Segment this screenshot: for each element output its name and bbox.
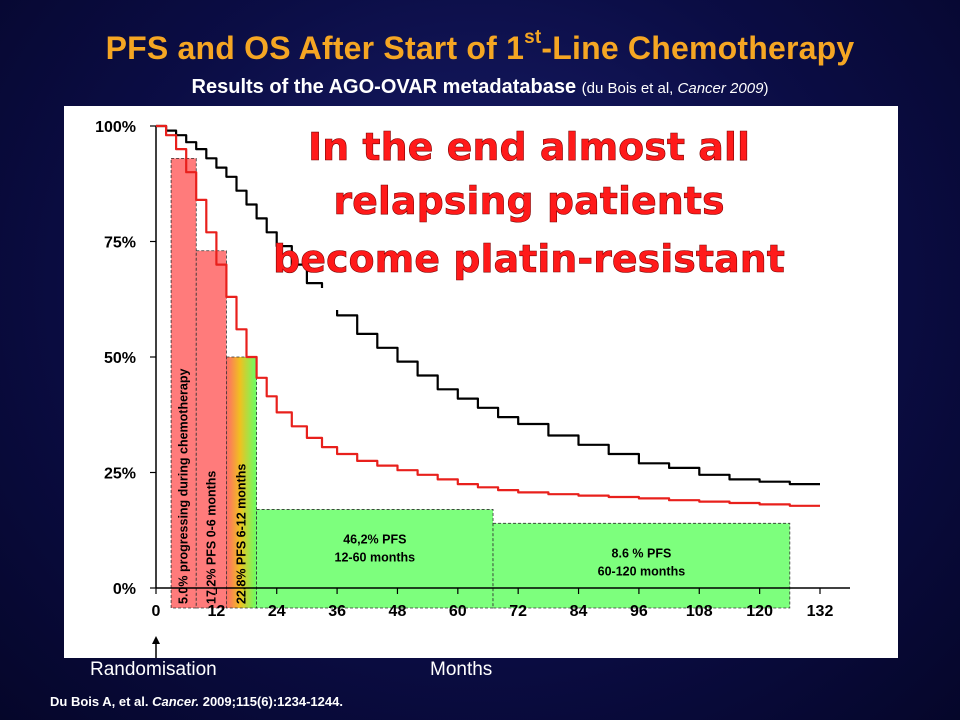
randomisation-arrow-head <box>152 636 160 644</box>
citation: Du Bois A, et al. Cancer. 2009;115(6):12… <box>50 694 343 709</box>
chart-panel: 5.0% progressing during chemotherapy 17.2… <box>64 106 898 658</box>
subtitle-text: Results of the AGO-OVAR metadatabase <box>191 76 577 98</box>
randomisation-label: Randomisation <box>90 659 217 680</box>
annotation-backdrop <box>299 288 367 310</box>
x-tick-label-1: 12 <box>207 603 225 620</box>
axes-layer: 0% 25% 50% 75% 100% 0 12 24 36 48 60 72 84 96 108 120 13… <box>95 119 850 620</box>
x-tick-label-2: 24 <box>268 603 286 620</box>
x-tick-label-4: 48 <box>389 603 407 620</box>
y-tick-label-1: 25% <box>104 466 136 483</box>
survival-chart: 5.0% progressing during chemotherapy 17.2… <box>95 119 850 658</box>
pfs-bar-1 <box>195 250 227 609</box>
x-tick-label-6: 72 <box>509 603 527 620</box>
pfs-bar-0 <box>170 157 197 609</box>
pfs-bar-label-0: 5.0% progressing during chemotherapy <box>177 368 191 604</box>
x-axis-label: Months <box>430 659 493 680</box>
survival-curve-0 <box>156 124 820 486</box>
title-superscript: st <box>524 27 542 49</box>
pfs-bar-label-1: 17.2% PFS 0-6 months <box>204 471 218 604</box>
x-tick-label-11: 132 <box>807 603 834 620</box>
y-tick-label-3: 75% <box>104 235 136 252</box>
pfs-bar-label-3-1: 12-60 months <box>335 550 416 564</box>
lines-layer <box>156 124 820 507</box>
bars-layer: 5.0% progressing during chemotherapy 17.2… <box>170 157 791 609</box>
subtitle-ref-pre: (du Bois et al, <box>581 80 674 97</box>
x-tick-label-0: 0 <box>152 603 161 620</box>
y-tick-label-2: 50% <box>104 350 136 367</box>
subtitle-reference: (du Bois et al, Cancer 2009) <box>582 80 769 97</box>
subtitle: Results of the AGO-OVAR metadatabase (du… <box>0 76 960 99</box>
title-main: PFS and OS After Start of 1 <box>105 30 525 66</box>
survival-curve-1 <box>156 124 820 507</box>
x-tick-label-8: 96 <box>630 603 648 620</box>
citation-authors: Du Bois A, et al. <box>50 694 149 709</box>
y-tick-label-4: 100% <box>95 119 136 136</box>
pfs-bar-label-3-0: 46,2% PFS <box>343 532 406 546</box>
pfs-bar-3 <box>256 509 494 609</box>
annotation-layer: In the end almost all relapsing patients b… <box>273 125 785 282</box>
citation-journal: Cancer. <box>152 694 200 709</box>
pfs-bar-4 <box>492 522 791 609</box>
pfs-bar-label-4-1: 60-120 months <box>598 564 686 578</box>
title-end: -Line Chemotherapy <box>541 30 855 66</box>
x-tick-label-5: 60 <box>449 603 467 620</box>
x-tick-label-10: 120 <box>746 603 773 620</box>
x-tick-label-7: 84 <box>570 603 588 620</box>
pfs-bar-2 <box>226 356 258 609</box>
x-tick-label-9: 108 <box>686 603 713 620</box>
pfs-bar-label-2: 22.8% PFS 6-12 months <box>235 464 249 604</box>
annotation-line-1: relapsing patients <box>333 179 724 223</box>
subtitle-ref-post: ) <box>763 80 769 97</box>
x-tick-label-3: 36 <box>328 603 346 620</box>
annotation-line-0: In the end almost all <box>308 125 750 169</box>
pfs-bar-label-4-0: 8.6 % PFS <box>612 546 672 560</box>
citation-details: 2009;115(6):1234-1244. <box>202 694 343 709</box>
y-tick-label-0: 0% <box>113 581 136 598</box>
page-title: PFS and OS After Start of 1st-Line Chemo… <box>0 27 960 67</box>
annotation-line-2: become platin-resistant <box>273 237 785 281</box>
subtitle-ref-journal: Cancer 2009 <box>677 80 764 97</box>
